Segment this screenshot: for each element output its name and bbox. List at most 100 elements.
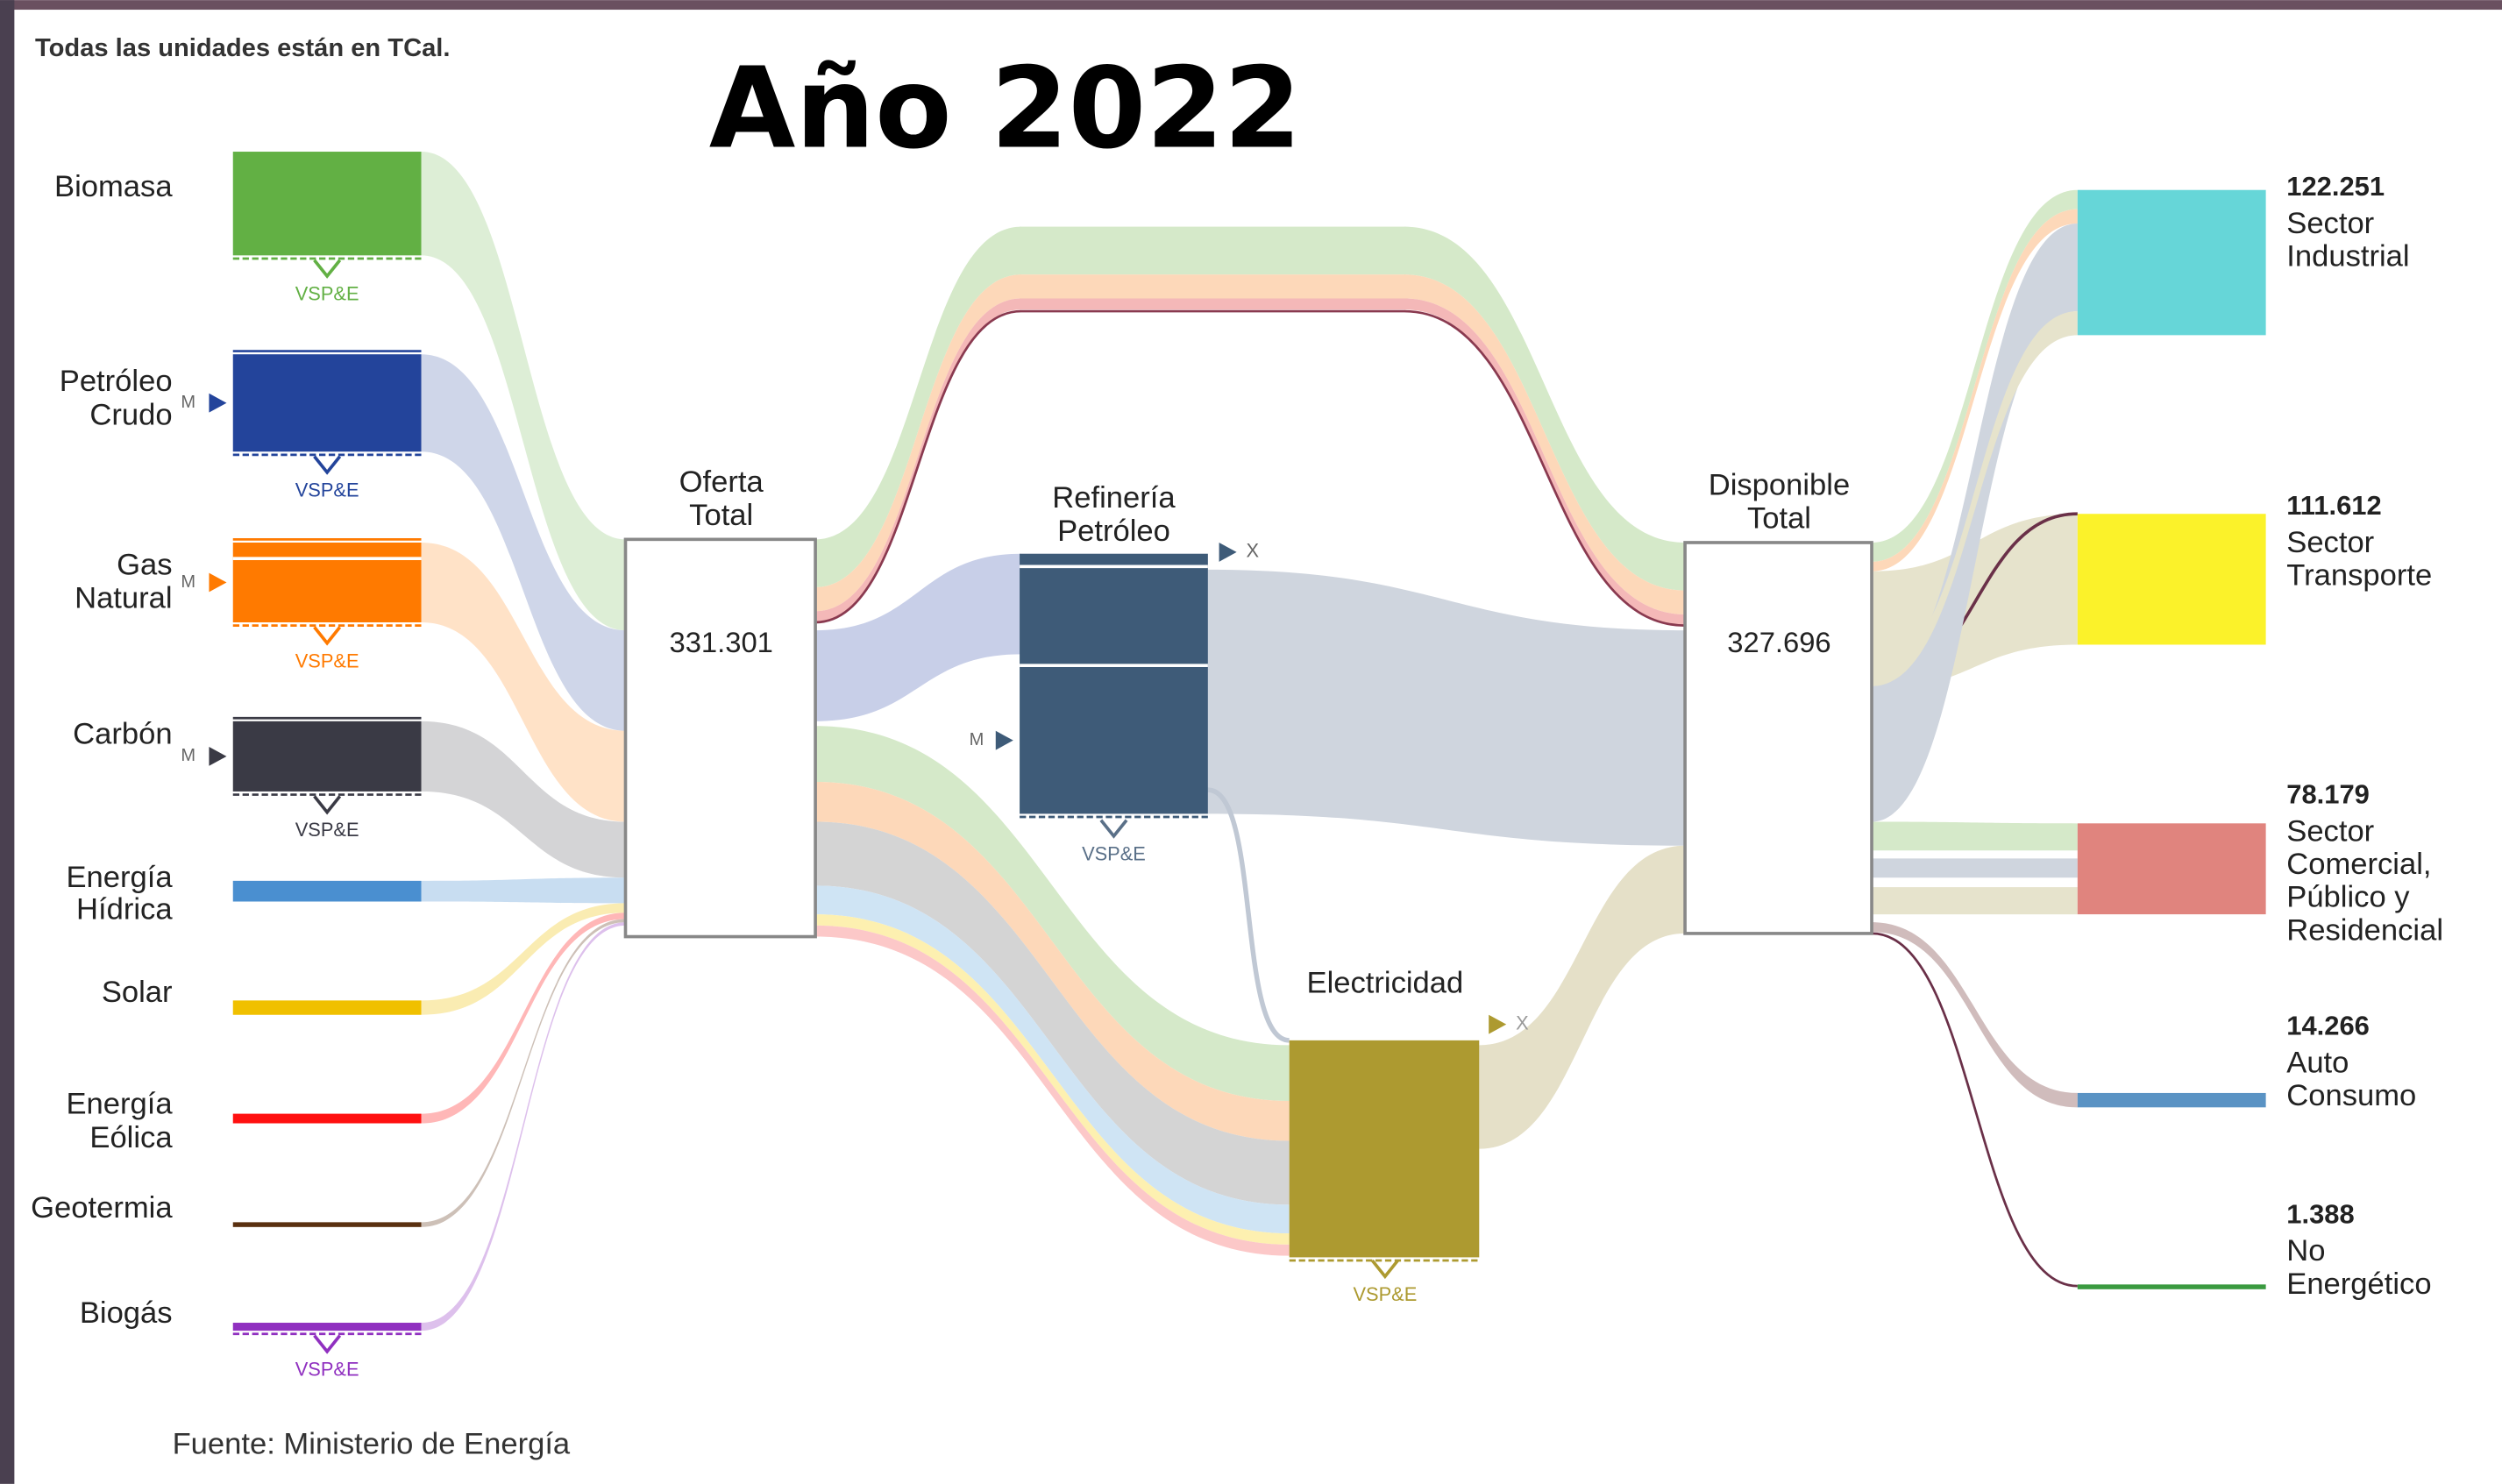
flow	[815, 914, 1290, 1245]
arrow-marker	[1489, 1014, 1507, 1034]
vspe-badge: VSP&E	[295, 479, 359, 501]
m-badge: M	[970, 730, 984, 749]
node-label: Disponible	[1709, 468, 1850, 501]
vspe-badge: VSP&E	[1082, 842, 1146, 864]
source-label: Biogás	[80, 1296, 173, 1330]
oferta-box	[623, 537, 817, 939]
vspe-icon	[313, 455, 342, 475]
x-badge: X	[1516, 1012, 1529, 1033]
source-label: Energía	[66, 1088, 173, 1121]
flow	[1872, 821, 2078, 851]
sink-label: Público y	[2286, 881, 2410, 914]
sink-label: Energético	[2286, 1267, 2431, 1301]
source-bar	[232, 1000, 422, 1015]
source-label: Solar	[102, 976, 173, 1009]
vspe-icon	[1370, 1259, 1399, 1280]
sink-label: No	[2286, 1234, 2325, 1267]
node-label: Total	[689, 499, 753, 532]
source-bar	[232, 354, 422, 452]
disponible-box	[1683, 541, 1873, 935]
node-label: Electricidad	[1307, 966, 1464, 999]
source-label: Energía	[66, 861, 173, 894]
flow	[421, 903, 626, 1015]
flow	[815, 298, 1021, 622]
flow	[1404, 274, 1686, 614]
sink-value: 111.612	[2286, 490, 2381, 521]
sink-label: Sector	[2286, 814, 2374, 848]
sink-bar	[2077, 823, 2266, 915]
source-bar	[232, 542, 422, 622]
vspe-icon	[313, 795, 342, 815]
sink-bar	[2077, 1284, 2266, 1289]
source-label: Geotermia	[31, 1191, 173, 1225]
nodes: VSP&EBiomasaVSP&EMPetróleoCrudoVSP&EMGas…	[31, 152, 2443, 1380]
sink-bar	[2077, 189, 2266, 336]
sink-label: Auto	[2286, 1046, 2349, 1079]
vspe-badge: VSP&E	[1353, 1283, 1417, 1305]
sink-value: 122.251	[2286, 171, 2385, 202]
vspe-icon	[1099, 819, 1128, 839]
arrow-marker	[995, 730, 1013, 750]
flow	[815, 782, 1290, 1141]
m-badge: M	[181, 572, 195, 592]
flow	[1404, 226, 1686, 591]
flow	[1872, 209, 2078, 572]
node-label: Refinería	[1052, 481, 1176, 515]
sink-label: Residencial	[2286, 913, 2443, 947]
vspe-icon	[313, 626, 342, 646]
vspe-icon	[313, 259, 342, 279]
source-label: Gas	[117, 548, 172, 581]
flow	[421, 152, 626, 631]
flow	[421, 922, 626, 1331]
flow	[421, 542, 626, 822]
vspe-badge: VSP&E	[295, 283, 359, 305]
flows	[421, 152, 2078, 1331]
flow	[815, 821, 1290, 1205]
node-value: 331.301	[670, 626, 773, 658]
node-label: Petróleo	[1057, 515, 1170, 548]
source-label: Hídrica	[76, 893, 173, 927]
sink-value: 1.388	[2286, 1198, 2354, 1229]
flow	[815, 885, 1290, 1234]
x-badge: X	[1247, 540, 1260, 562]
source-label: Carbón	[73, 717, 172, 750]
flow	[1207, 569, 1686, 846]
electricidad-box	[1289, 1040, 1480, 1258]
sink-bar	[2077, 514, 2266, 645]
source-label: Petróleo	[60, 365, 173, 398]
flow	[421, 721, 626, 878]
flow	[1020, 298, 1406, 310]
source-bar	[232, 721, 422, 792]
m-badge: M	[181, 393, 195, 412]
sink-label: Sector	[2286, 526, 2374, 559]
flow	[421, 354, 626, 731]
flow	[815, 226, 1021, 587]
flow	[1479, 845, 1686, 1149]
source-label: Biomasa	[54, 170, 173, 203]
vspe-icon	[313, 1334, 342, 1354]
arrow-marker	[1219, 542, 1237, 562]
sink-label: Transporte	[2286, 559, 2432, 593]
vspe-badge: VSP&E	[295, 819, 359, 841]
sink-label: Consumo	[2286, 1079, 2416, 1112]
vspe-badge: VSP&E	[295, 1358, 359, 1380]
node-label: Total	[1747, 502, 1811, 536]
left-edge	[0, 0, 15, 1484]
source-bar	[232, 1222, 422, 1227]
m-badge: M	[181, 746, 195, 765]
flow	[815, 925, 1290, 1256]
note: Todas las unidades están en TCal.	[35, 34, 450, 62]
source-label: Eólica	[89, 1121, 173, 1154]
source-label: Crudo	[89, 398, 172, 431]
source-bar	[232, 152, 422, 256]
top-edge	[0, 0, 2502, 11]
flow	[1020, 274, 1406, 299]
sink-label: Industrial	[2286, 240, 2409, 273]
node-label: Oferta	[679, 465, 764, 499]
flow-line	[1872, 932, 2078, 1288]
flow	[421, 919, 626, 1227]
flow	[815, 553, 1021, 721]
flow	[1872, 887, 2078, 915]
node-value: 327.696	[1727, 626, 1830, 658]
